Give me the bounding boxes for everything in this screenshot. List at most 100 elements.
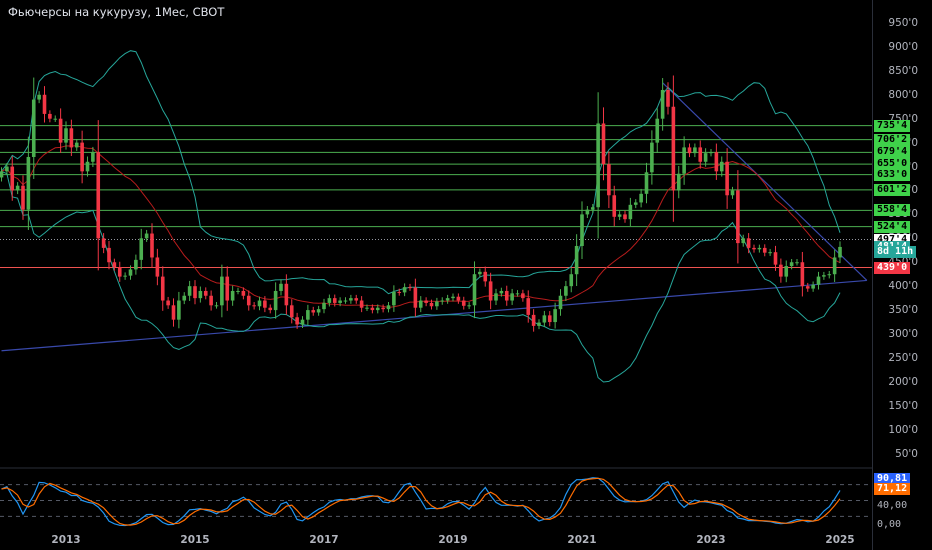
candle-body — [26, 156, 31, 210]
candle-body — [220, 276, 224, 306]
price-tick-label: 900'0 — [888, 40, 918, 53]
candle-body — [639, 193, 643, 203]
candle-body — [440, 300, 445, 302]
time-axis-label: 2023 — [696, 534, 726, 546]
candle-body — [467, 305, 471, 307]
candle-body — [456, 296, 461, 301]
candle-body — [682, 147, 686, 174]
candle-body — [526, 298, 531, 315]
candle-body — [703, 153, 708, 162]
candle-body — [375, 307, 380, 311]
candle-body — [91, 152, 95, 162]
candle-body — [300, 319, 305, 325]
price-tick-label: 50'0 — [895, 447, 918, 460]
candle-body — [537, 322, 541, 326]
price-level-label: 8d 11h — [874, 246, 917, 259]
price-level-label: 558'4 — [874, 204, 911, 217]
candle-body — [74, 142, 79, 148]
candle-body — [327, 298, 332, 303]
price-level-label: 706'2 — [874, 133, 911, 146]
candlesticks — [0, 75, 842, 332]
candle-body — [773, 252, 778, 265]
candle-body — [795, 262, 799, 264]
price-level-label: 524'4 — [874, 220, 911, 233]
time-axis-label: 2025 — [825, 534, 855, 546]
candle-body — [660, 89, 665, 119]
time-axis-label: 2017 — [309, 534, 339, 546]
oscillator-value-label: 71,12 — [874, 483, 911, 496]
candle-body — [789, 262, 794, 267]
candle-body — [709, 152, 713, 154]
time-axis-label: 2019 — [438, 534, 468, 546]
candle-body — [671, 106, 676, 191]
candle-body — [515, 293, 520, 295]
candle-body — [413, 287, 418, 308]
candle-body — [58, 118, 63, 143]
candle-body — [590, 207, 595, 210]
candle-body — [316, 309, 321, 313]
candle-body — [805, 286, 810, 289]
oscillator-value-label: 0,00 — [877, 519, 902, 530]
candle-body — [370, 307, 375, 311]
candle-body — [596, 123, 600, 208]
price-tick-label: 950'0 — [888, 17, 918, 29]
candle-body — [510, 293, 514, 301]
candle-body — [408, 287, 412, 289]
candle-body — [64, 128, 68, 143]
candle-body — [107, 247, 111, 263]
candle-body — [5, 166, 9, 172]
candle-body — [166, 300, 170, 306]
price-chart[interactable] — [0, 0, 872, 550]
candle-body — [241, 290, 246, 296]
price-level-label: 601'2 — [874, 183, 911, 196]
price-tick-label: 300'0 — [888, 328, 918, 341]
price-level-label: 679'4 — [874, 146, 911, 159]
chart-title: Фьючерсы на кукурузу, 1Мес, CBOT — [8, 5, 225, 19]
candle-body — [451, 296, 455, 299]
candle-body — [504, 290, 509, 301]
candle-body — [128, 269, 133, 276]
candle-body — [521, 293, 525, 299]
candle-body — [112, 262, 117, 268]
candle-body — [531, 314, 536, 326]
candle-body — [101, 238, 106, 248]
candle-body — [542, 315, 547, 323]
time-axis-label: 2015 — [180, 534, 210, 546]
candle-body — [306, 310, 310, 320]
candle-body — [144, 233, 149, 239]
oscillator-value-label: 90,81 — [874, 472, 911, 485]
candle-body — [730, 190, 735, 196]
candle-body — [171, 305, 176, 320]
price-tick-label: 150'0 — [888, 399, 918, 412]
candle-body — [461, 300, 466, 306]
price-axis[interactable] — [872, 0, 932, 550]
candle-body — [617, 214, 622, 217]
candle-body — [553, 309, 557, 323]
candle-body — [85, 161, 90, 172]
candle-body — [354, 298, 359, 301]
candle-body — [816, 276, 821, 285]
candle-body — [155, 257, 160, 277]
candle-body — [832, 257, 837, 275]
candle-body — [10, 166, 15, 191]
candle-body — [150, 233, 154, 258]
candle-body — [445, 298, 450, 301]
bollinger-bands — [1, 50, 841, 383]
candle-body — [693, 147, 697, 154]
candle-body — [203, 290, 208, 296]
candle-body — [601, 123, 606, 165]
candle-body — [134, 259, 138, 270]
candle-body — [359, 300, 364, 308]
candle-body — [478, 271, 482, 275]
price-level-label: 735'4 — [874, 119, 911, 132]
candle-body — [182, 295, 187, 301]
candle-body — [762, 247, 767, 253]
candle-body — [558, 295, 563, 310]
candle-body — [714, 152, 719, 172]
candle-body — [193, 286, 197, 299]
candle-body — [332, 298, 337, 303]
candle-body — [494, 293, 498, 301]
candle-body — [160, 276, 165, 301]
candle-body — [564, 286, 568, 296]
candle-body — [628, 204, 633, 220]
